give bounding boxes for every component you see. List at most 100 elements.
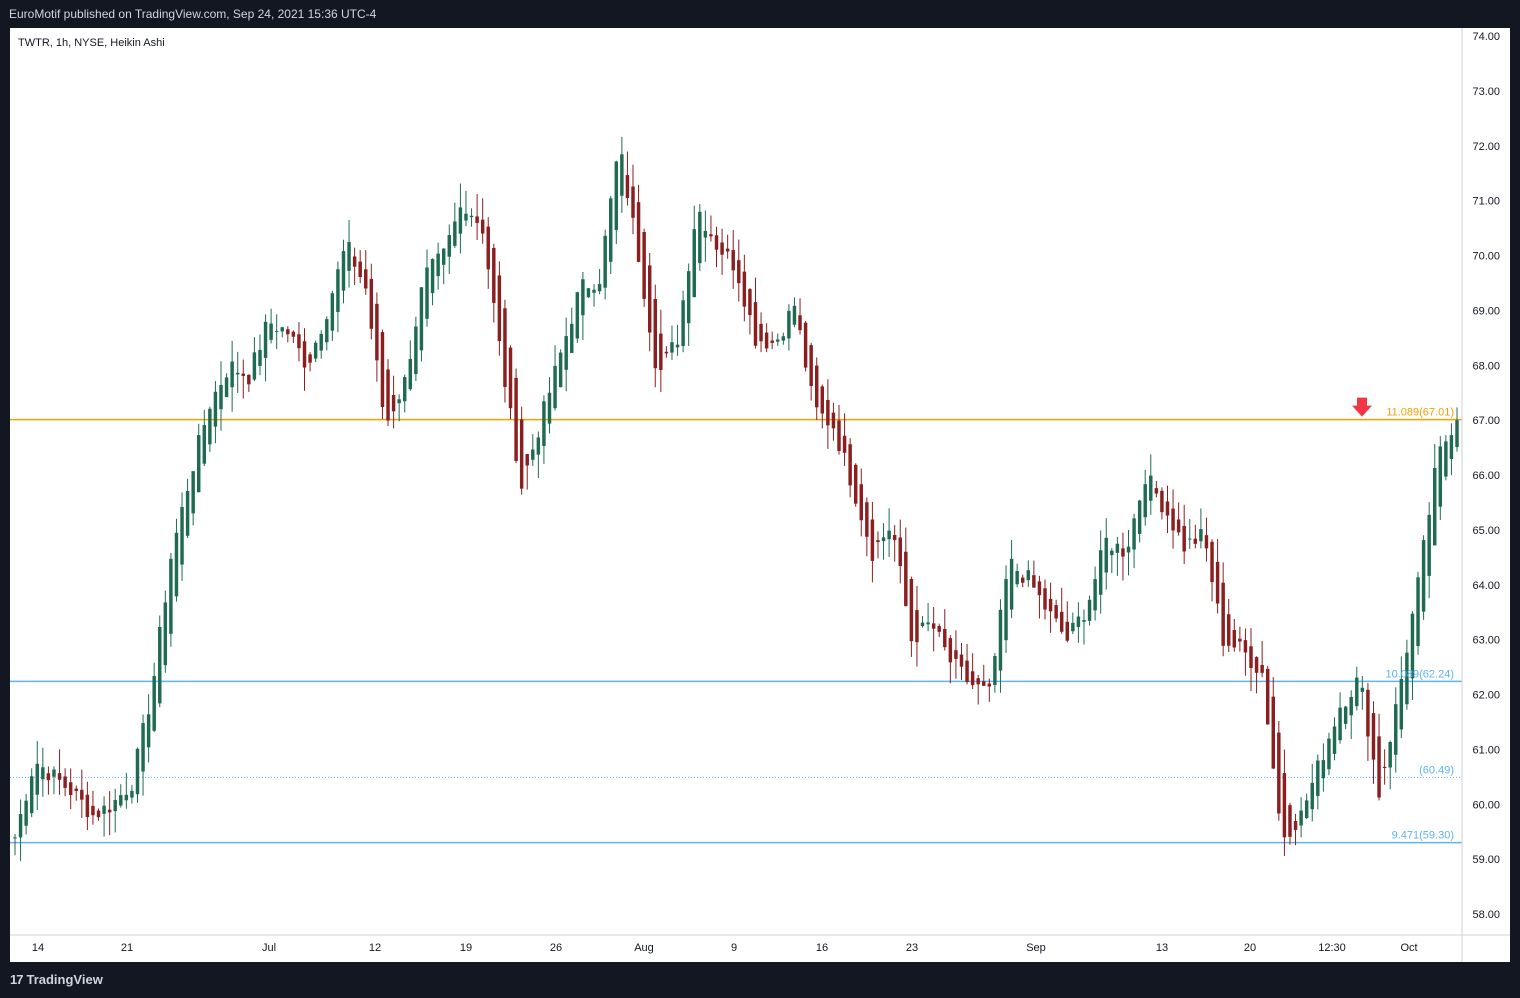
candle-body	[341, 251, 346, 291]
candle-body	[1032, 575, 1036, 588]
candle-body	[1343, 706, 1348, 724]
candle-body	[280, 327, 284, 332]
candle-body	[425, 267, 429, 319]
candle-body	[1388, 741, 1392, 768]
level-label: 11.089(67.01)	[1386, 407, 1454, 419]
price-axis[interactable]: 58.00 59.00 60.00 61.00 62.00 63.00 64.00 65.00…	[1472, 31, 1500, 921]
candle-body	[325, 319, 329, 343]
candle-body	[152, 675, 156, 731]
candle-body	[1210, 541, 1214, 583]
price-tick-label: 70.00	[1472, 251, 1500, 263]
candle-body	[24, 800, 28, 826]
candle-body	[13, 837, 17, 839]
candle-body	[29, 776, 34, 814]
candle-body	[792, 305, 797, 325]
candle-body	[570, 323, 574, 353]
candle-body	[759, 323, 763, 342]
candle-body	[241, 373, 245, 376]
price-chart[interactable]: 58.00 59.00 60.00 61.00 62.00 63.00 64.00 65.00…	[10, 28, 1510, 962]
price-tick-label: 72.00	[1472, 141, 1500, 153]
candle-body	[219, 384, 223, 410]
candle-body	[714, 235, 719, 250]
candle-body	[770, 340, 774, 343]
candle-body	[1048, 598, 1053, 612]
candle-body	[247, 374, 251, 385]
candle-body	[297, 334, 301, 349]
candle-body	[703, 230, 708, 238]
candle-body	[1188, 538, 1192, 540]
candle-body	[709, 234, 713, 237]
time-tick-label: 14	[32, 942, 44, 954]
candle-body	[102, 805, 106, 814]
candle-body	[954, 650, 958, 659]
candle-body	[96, 810, 101, 818]
candle-body	[380, 332, 385, 407]
level-label: 9.471(59.30)	[1392, 830, 1454, 842]
candle-body	[731, 250, 735, 271]
candle-body	[1249, 646, 1253, 668]
candle-body	[135, 748, 140, 795]
candle-body	[1449, 435, 1454, 459]
price-tick-label: 66.00	[1472, 470, 1500, 482]
candle-body	[1176, 519, 1181, 533]
candle-body	[1444, 441, 1448, 477]
candle-body	[1433, 468, 1437, 546]
candle-body	[915, 610, 919, 643]
down-arrow-marker	[1352, 397, 1372, 417]
level-labels: 11.089(67.01) 10.089(62.24) (60.49) 9.471(5…	[1352, 397, 1454, 842]
tradingview-logo[interactable]: 17 TradingView	[10, 972, 103, 987]
candle-body	[1316, 760, 1320, 797]
candle-body	[625, 175, 630, 198]
candle-body	[764, 332, 769, 349]
price-tick-label: 61.00	[1472, 744, 1500, 756]
candle-body	[982, 681, 986, 686]
candle-body	[837, 420, 841, 451]
candle-body	[876, 540, 880, 543]
candle-body	[1416, 577, 1420, 647]
candle-body	[642, 232, 646, 299]
time-axis[interactable]: 14 21 Jul 12 19 26 Aug 9 16 23 Sep 13 20 12:30 Oct	[32, 942, 1418, 954]
price-tick-label: 73.00	[1472, 86, 1500, 98]
chart-frame[interactable]: 58.00 59.00 60.00 61.00 62.00 63.00 64.00 65.00…	[10, 28, 1510, 962]
candle-body	[1043, 588, 1047, 610]
candle-body	[397, 399, 401, 404]
candle-body	[1182, 525, 1186, 552]
candle-body	[976, 678, 980, 685]
candle-body	[508, 347, 513, 409]
candle-body	[1304, 800, 1309, 819]
candle-body	[519, 419, 524, 489]
candle-body	[119, 795, 123, 806]
candle-body	[1149, 475, 1153, 501]
candle-body	[776, 339, 780, 342]
candle-body	[892, 534, 897, 541]
candles	[13, 136, 1459, 862]
candle-body	[1282, 773, 1287, 838]
candle-body	[208, 408, 212, 445]
time-tick-label: Sep	[1026, 942, 1046, 954]
candle-body	[1110, 550, 1114, 556]
candle-body	[1215, 561, 1220, 604]
candle-body	[1093, 579, 1097, 611]
candle-body	[1371, 713, 1376, 760]
candle-body	[525, 454, 529, 466]
candle-body	[1288, 805, 1292, 837]
candle-body	[1227, 614, 1231, 646]
candle-body	[441, 248, 446, 265]
candle-body	[1438, 446, 1443, 507]
candle-body	[1004, 579, 1008, 641]
candle-body	[865, 502, 869, 537]
candle-body	[375, 303, 379, 361]
candle-body	[1327, 738, 1331, 770]
candle-body	[1421, 540, 1426, 612]
candle-body	[1310, 782, 1314, 810]
candle-body	[631, 186, 635, 218]
price-tick-label: 69.00	[1472, 305, 1500, 317]
candle-body	[1360, 687, 1365, 692]
candle-body	[414, 326, 418, 375]
candle-body	[547, 392, 552, 424]
candle-body	[842, 435, 847, 453]
candle-body	[191, 471, 195, 514]
candle-body	[586, 288, 591, 298]
candle-body	[274, 331, 279, 333]
candle-body	[469, 215, 474, 218]
